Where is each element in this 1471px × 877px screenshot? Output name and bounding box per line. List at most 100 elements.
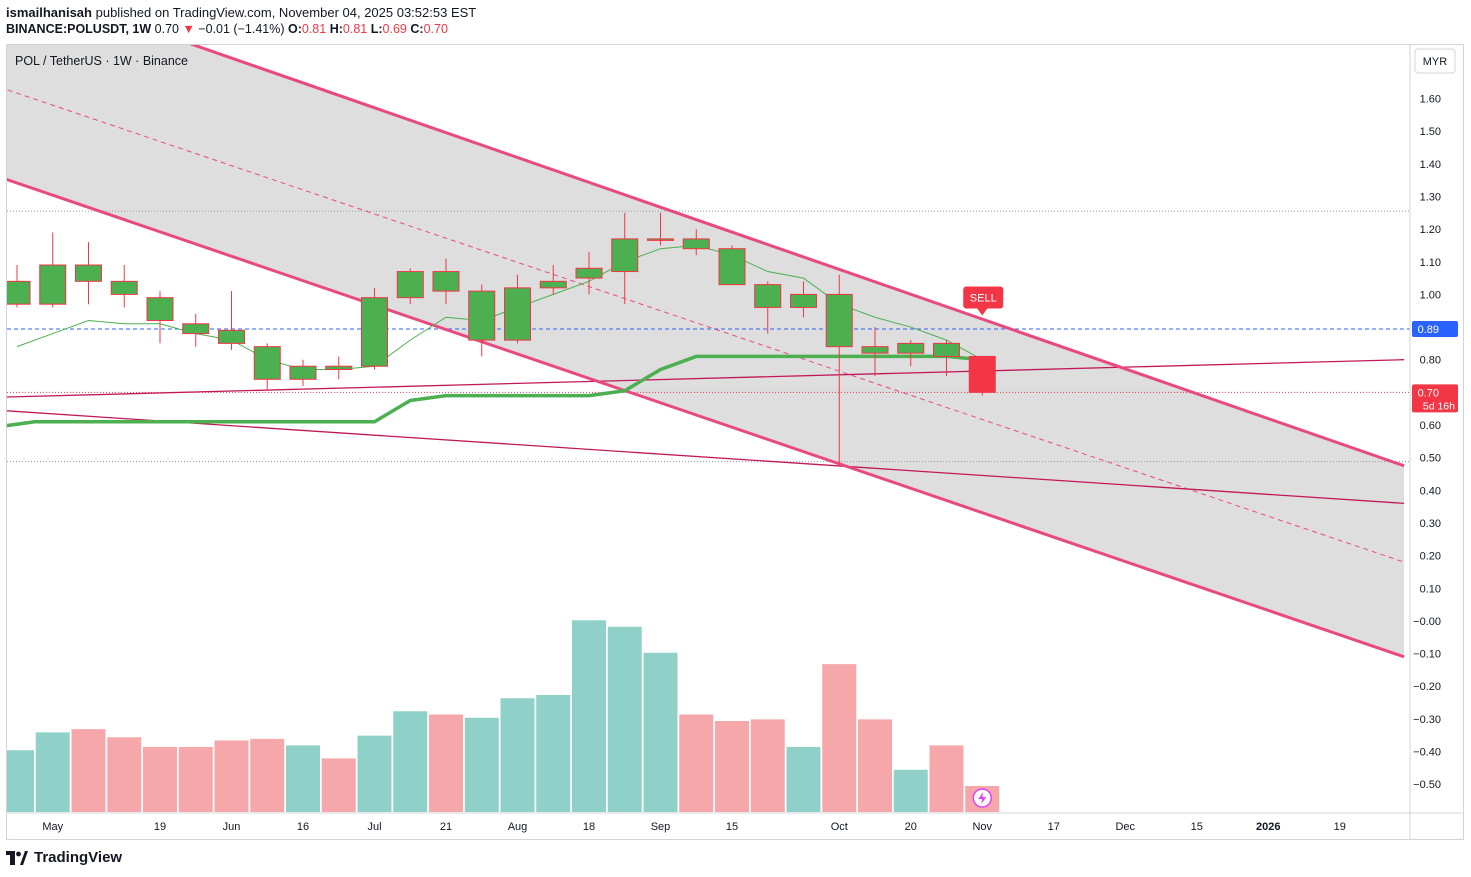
- lightning-icon[interactable]: [972, 788, 992, 808]
- volume-bar: [7, 750, 34, 812]
- candle-body[interactable]: [289, 365, 317, 380]
- x-tick-label: Nov: [972, 821, 992, 833]
- volume-bar: [71, 729, 106, 812]
- candle-body[interactable]: [4, 280, 31, 305]
- price-tag-bg: [1412, 384, 1458, 413]
- channel-mid-line[interactable]: [0, 87, 1405, 563]
- volume-bar: [858, 719, 892, 812]
- falling-trend-line[interactable]: [0, 410, 1405, 505]
- candle-body[interactable]: [432, 271, 460, 292]
- candle-body[interactable]: [575, 267, 603, 279]
- candle-body[interactable]: [682, 238, 710, 250]
- candle-body[interactable]: [718, 248, 746, 286]
- y-tick-label: 1.10: [1420, 257, 1441, 269]
- candle-body[interactable]: [647, 238, 674, 241]
- currency-button[interactable]: MYR: [1414, 48, 1456, 74]
- volume-bar: [429, 714, 463, 812]
- candle-body[interactable]: [539, 280, 567, 289]
- volume-bar: [286, 745, 320, 812]
- volume-bar: [107, 737, 142, 812]
- candle-body[interactable]: [361, 297, 388, 367]
- candle-body[interactable]: [790, 293, 817, 308]
- volume-bar: [536, 695, 571, 812]
- price-tag-label: 0.70: [1418, 387, 1439, 399]
- volume-bar: [750, 719, 785, 812]
- x-tick-label: Jun: [223, 821, 241, 833]
- high-label: H:: [329, 22, 343, 36]
- candle-body[interactable]: [146, 297, 174, 322]
- candle-body[interactable]: [897, 342, 925, 354]
- y-tick-label: 0.50: [1420, 453, 1441, 465]
- y-tick-label: −0.40: [1413, 747, 1441, 759]
- volume-bar: [464, 717, 499, 812]
- open-label: O:: [287, 22, 302, 36]
- volume-bar: [643, 652, 678, 812]
- currency-label: MYR: [1423, 56, 1448, 68]
- candle-body[interactable]: [754, 284, 782, 308]
- symbol-label[interactable]: BINANCE:POLUSDT, 1W: [6, 22, 152, 36]
- countdown-label: 5d 16h: [1423, 400, 1455, 412]
- price-tag-bg: [1412, 321, 1458, 338]
- volume-bar: [143, 747, 177, 812]
- y-tick-label: 1.00: [1420, 289, 1441, 301]
- candle-body[interactable]: [253, 346, 281, 380]
- candle-body[interactable]: [182, 323, 210, 335]
- rising-trend-line[interactable]: [0, 359, 1405, 398]
- open-value: 0.81: [301, 22, 327, 36]
- moving-average-line: [16, 244, 983, 370]
- x-tick-label: 2026: [1256, 821, 1280, 833]
- candle-body[interactable]: [611, 238, 639, 273]
- price-change: −0.01 (−1.41%): [198, 22, 285, 36]
- volume-bar: [214, 740, 249, 812]
- candle-body[interactable]: [968, 355, 996, 393]
- channel-lower-line[interactable]: [0, 177, 1405, 659]
- volume-bar: [929, 745, 964, 812]
- candle-body[interactable]: [75, 264, 102, 282]
- candle-body[interactable]: [861, 346, 889, 354]
- tradingview-footer[interactable]: TradingView: [6, 849, 122, 866]
- publisher-name[interactable]: ismailhanisah: [6, 5, 92, 20]
- y-tick-label: 1.60: [1420, 94, 1441, 106]
- x-tick-label: 18: [583, 821, 595, 833]
- candle-body[interactable]: [468, 290, 496, 341]
- channel-upper-line[interactable]: [160, 33, 1405, 468]
- volume-bar: [607, 626, 642, 812]
- candle-body[interactable]: [218, 329, 245, 344]
- volume-bar: [822, 664, 857, 812]
- y-tick-label: −0.00: [1413, 616, 1441, 628]
- channel-fill: [7, 45, 1405, 657]
- last-price: 0.70: [154, 22, 179, 36]
- x-tick-label: Jul: [367, 821, 381, 833]
- candle-body[interactable]: [504, 287, 531, 341]
- support-line[interactable]: [0, 354, 983, 428]
- x-tick-label: 21: [440, 821, 452, 833]
- x-tick-label: 19: [1334, 821, 1346, 833]
- publish-text: published on TradingView.com, November 0…: [95, 5, 477, 20]
- y-tick-label: 0.30: [1420, 518, 1441, 530]
- candle-body[interactable]: [933, 342, 960, 357]
- volume-bar: [357, 735, 392, 812]
- x-tick-label: Dec: [1115, 821, 1135, 833]
- chart-legend-title: POL / TetherUS · 1W · Binance: [15, 54, 188, 68]
- candle-body[interactable]: [825, 293, 853, 348]
- candle-body[interactable]: [396, 271, 424, 299]
- low-value: 0.69: [382, 22, 407, 36]
- price-tag: 0.89: [1412, 321, 1458, 338]
- x-tick-label: 19: [154, 821, 166, 833]
- down-arrow-icon: ▼: [182, 22, 195, 36]
- volume-bar: [572, 620, 606, 812]
- candle-body[interactable]: [325, 365, 353, 370]
- y-tick-label: 1.20: [1420, 224, 1441, 236]
- x-tick-label: 15: [1191, 821, 1203, 833]
- volume-bar: [35, 732, 70, 812]
- candle-body[interactable]: [39, 264, 67, 305]
- candle-body[interactable]: [110, 280, 138, 295]
- x-tick-label: 20: [905, 821, 917, 833]
- y-tick-label: −0.50: [1413, 779, 1441, 791]
- x-tick-label: 17: [1048, 821, 1060, 833]
- x-tick-label: Sep: [651, 821, 671, 833]
- volume-bar: [679, 714, 714, 812]
- sell-signal[interactable]: SELL: [963, 286, 1004, 316]
- publish-info: ismailhanisah published on TradingView.c…: [6, 5, 476, 20]
